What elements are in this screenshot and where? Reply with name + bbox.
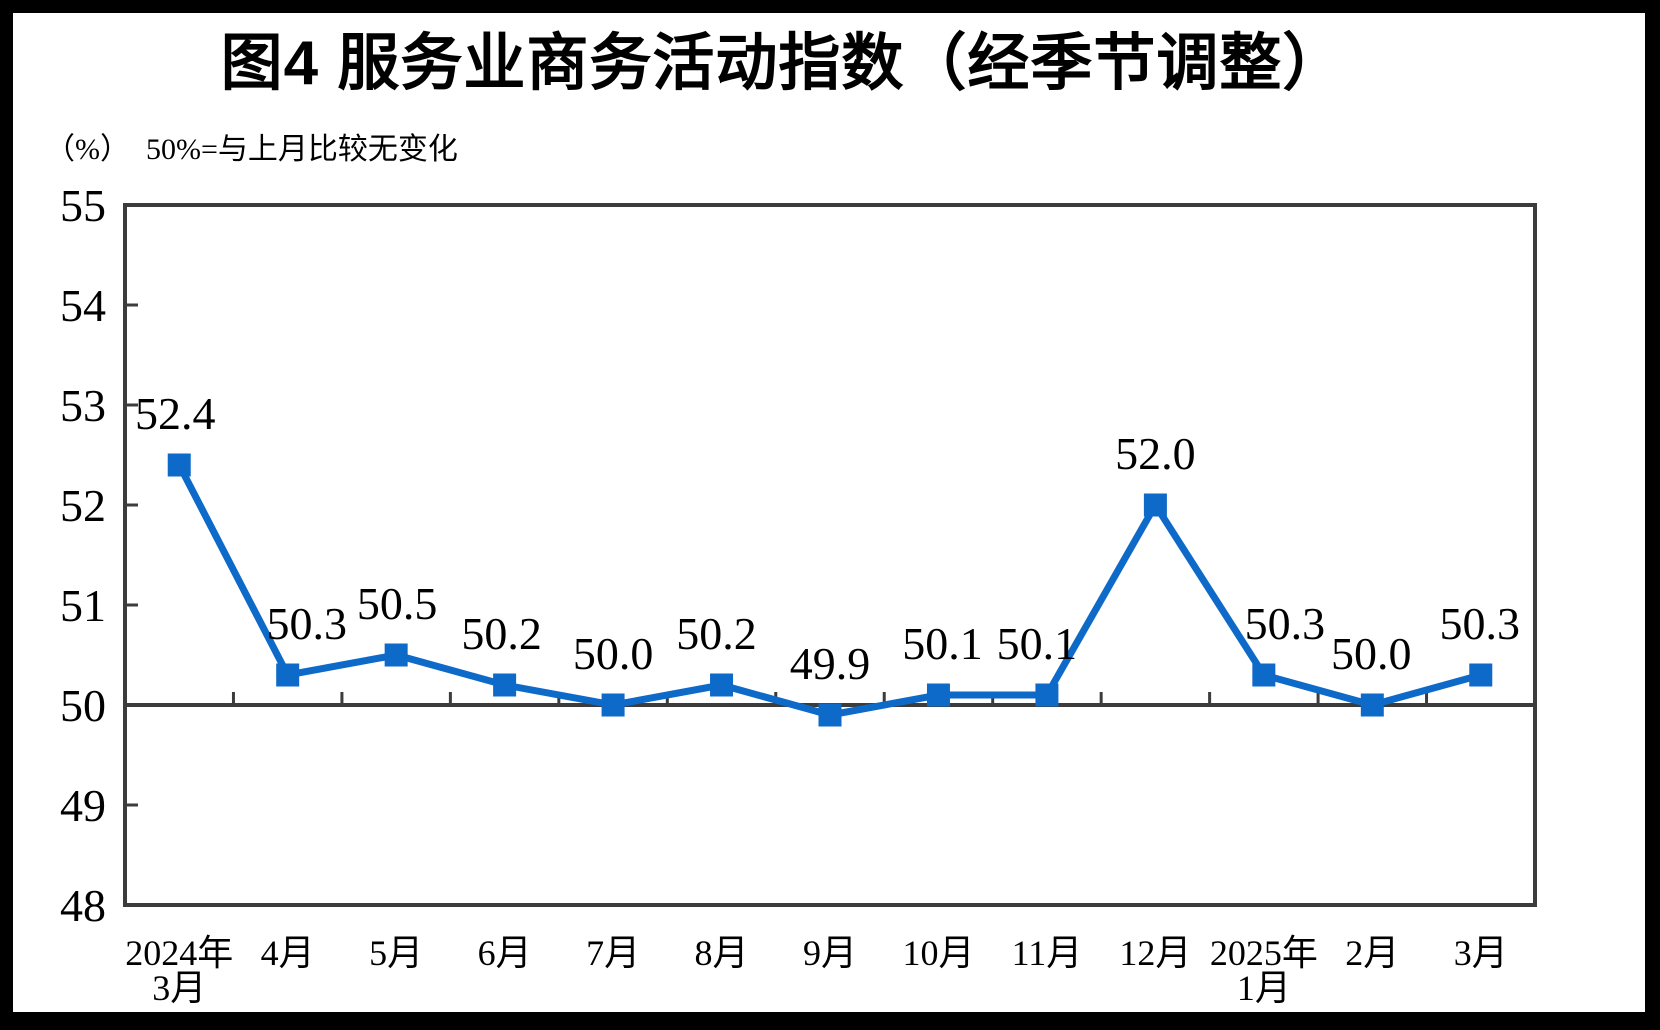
data-point-marker	[710, 673, 734, 697]
y-tick-label: 48	[60, 880, 106, 931]
axis-unit-note: （%） 50%=与上月比较无变化	[45, 124, 458, 168]
y-tick-label: 52	[60, 480, 106, 531]
data-point-marker	[1143, 493, 1167, 517]
y-tick-label: 54	[60, 280, 106, 331]
data-label: 50.0	[1331, 628, 1412, 679]
data-label: 50.1	[997, 618, 1078, 669]
y-tick-label: 50	[60, 680, 106, 731]
plot-border	[123, 203, 1537, 907]
data-label: 50.3	[1440, 598, 1521, 649]
data-point-marker	[818, 703, 842, 727]
data-point-marker	[1035, 683, 1059, 707]
x-axis-label: 12月	[1119, 933, 1191, 973]
x-axis-label: 8月	[695, 933, 749, 973]
data-label: 50.1	[902, 618, 983, 669]
x-axis-label: 4月	[261, 933, 315, 973]
x-axis-label: 3月	[152, 968, 206, 1008]
x-axis-label: 6月	[478, 933, 532, 973]
x-axis-label: 1月	[1237, 968, 1291, 1008]
x-axis-label: 5月	[369, 933, 423, 973]
data-label: 52.0	[1115, 428, 1196, 479]
data-label: 50.2	[461, 608, 542, 659]
data-point-marker	[493, 673, 517, 697]
chart-title: 图4 服务业商务活动指数（经季节调整）	[220, 29, 1346, 98]
x-axis-label: 3月	[1454, 933, 1508, 973]
data-label: 50.3	[1245, 598, 1326, 649]
x-axis-label: 2024年	[125, 933, 233, 973]
data-point-marker	[926, 683, 950, 707]
y-tick-label: 53	[60, 380, 106, 431]
data-point-marker	[276, 663, 300, 687]
data-point-marker	[167, 453, 191, 477]
data-point-marker	[384, 643, 408, 667]
reference-line-note: 50%=与上月比较无变化	[146, 133, 458, 166]
y-tick-label: 55	[60, 180, 106, 231]
figure-canvas	[13, 13, 1645, 1012]
x-axis-label: 9月	[803, 933, 857, 973]
x-axis-label: 7月	[586, 933, 640, 973]
data-point-marker	[601, 693, 625, 717]
x-axis-label: 2月	[1345, 933, 1399, 973]
y-tick-label: 49	[60, 780, 106, 831]
data-label: 50.3	[266, 598, 347, 649]
x-axis-label: 11月	[1012, 933, 1083, 973]
data-label: 50.2	[676, 608, 757, 659]
y-axis-unit-label: （%）	[45, 133, 130, 166]
data-label: 52.4	[135, 388, 216, 439]
x-axis-label: 2025年	[1210, 933, 1318, 973]
x-axis-label: 10月	[902, 933, 974, 973]
data-point-marker	[1360, 693, 1384, 717]
y-tick-label: 51	[60, 580, 106, 631]
data-label: 50.5	[357, 578, 438, 629]
data-point-marker	[1252, 663, 1276, 687]
data-label: 49.9	[790, 638, 871, 689]
data-point-marker	[1469, 663, 1493, 687]
data-label: 50.0	[573, 628, 654, 679]
